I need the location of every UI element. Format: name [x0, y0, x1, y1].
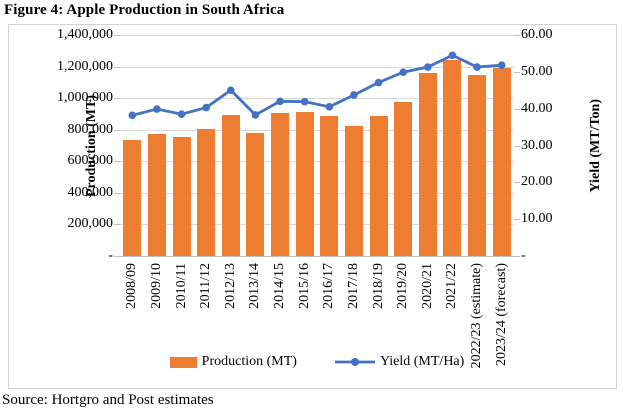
- gridline: [120, 98, 514, 100]
- yield-legend-label: Yield (MT/Ha): [379, 354, 465, 369]
- right-axis-tick-label: 30.00: [521, 137, 553, 153]
- production-bar: [197, 128, 216, 256]
- figure-title: Figure 4: Apple Production in South Afri…: [4, 2, 285, 18]
- gridline: [120, 66, 514, 68]
- left-axis-tick-label: 1,400,000: [57, 27, 113, 42]
- right-axis-title: Yield (MT/Ton): [588, 99, 603, 193]
- left-axis-tick: [114, 192, 120, 194]
- x-category-label: 2011/12: [198, 263, 214, 309]
- right-axis-tick-label: -: [521, 248, 526, 263]
- gridline: [120, 35, 514, 36]
- production-bar: [147, 133, 166, 256]
- right-axis-tick-label: 40.00: [521, 100, 553, 116]
- right-axis-tick: [514, 219, 520, 221]
- production-bar: [123, 139, 142, 256]
- x-category-label: 2021/22: [444, 263, 460, 309]
- right-axis-tick: [514, 71, 520, 73]
- x-category-label: 2016/17: [321, 263, 337, 309]
- right-axis-tick-label: 20.00: [521, 174, 553, 190]
- left-axis-tick: [114, 35, 120, 36]
- production-bar: [271, 113, 290, 256]
- left-axis-tick-label: 800,000: [67, 121, 114, 137]
- right-axis-tick: [514, 145, 520, 147]
- x-category-label: 2010/11: [173, 263, 189, 309]
- yield-marker: [227, 86, 235, 95]
- right-axis-tick: [514, 108, 520, 110]
- production-legend-label: Production (MT): [201, 354, 297, 369]
- left-axis-tick: [114, 161, 120, 163]
- legend-item-yield: Yield (MT/Ha): [334, 354, 465, 370]
- production-bar: [418, 72, 437, 256]
- left-axis-tick-label: 200,000: [67, 216, 114, 232]
- left-axis-tick-label: 1,200,000: [57, 58, 113, 74]
- production-bar: [394, 102, 413, 256]
- x-axis-line: [120, 256, 514, 257]
- right-axis-tick: [514, 256, 520, 257]
- yield-marker: [202, 103, 210, 112]
- x-category-label: 2008/09: [124, 263, 140, 309]
- left-axis-tick-label: -: [108, 248, 113, 263]
- yield-marker: [177, 110, 186, 118]
- right-axis-tick-label: 50.00: [521, 63, 553, 79]
- production-bar: [221, 114, 240, 256]
- yield-line: [131, 53, 502, 117]
- gridline: [120, 192, 514, 194]
- yield-line-layer: [128, 51, 506, 120]
- yield-marker: [399, 68, 407, 77]
- x-category-label: 2023/24 (forecast): [493, 263, 509, 367]
- left-axis-tick: [114, 224, 120, 226]
- yield-marker: [374, 78, 383, 87]
- production-bar: [468, 75, 487, 256]
- chart-legend: Production (MT) Yield (MT/Ha): [120, 352, 514, 372]
- yield-marker: [448, 51, 457, 60]
- production-bar: [320, 115, 339, 256]
- production-bar: [369, 116, 388, 256]
- yield-marker: [473, 63, 481, 71]
- x-category-label: 2009/10: [148, 263, 164, 309]
- yield-marker: [424, 63, 432, 71]
- left-axis-tick: [114, 66, 120, 68]
- x-category-label: 2017/18: [345, 263, 361, 309]
- production-legend-swatch: [169, 356, 197, 368]
- yield-marker: [251, 111, 260, 119]
- production-bar: [492, 68, 511, 256]
- gridline: [120, 224, 514, 226]
- x-category-label: 2018/19: [370, 263, 386, 309]
- right-axis-tick: [514, 182, 520, 184]
- gridline: [120, 129, 514, 131]
- x-category-label: 2015/16: [296, 263, 312, 309]
- x-category-label: 2019/20: [395, 263, 411, 309]
- left-axis-tick-label: 1,000,000: [57, 90, 113, 106]
- left-axis-tick-label: 400,000: [67, 184, 114, 200]
- yield-marker: [325, 103, 334, 111]
- x-category-label: 2020/21: [419, 263, 435, 309]
- right-axis-tick-label: 10.00: [521, 211, 553, 227]
- left-axis-tick: [114, 98, 120, 100]
- yield-marker: [300, 97, 309, 106]
- yield-marker: [128, 111, 137, 120]
- production-bar: [443, 60, 462, 256]
- yield-marker: [276, 97, 284, 106]
- right-axis-tick: [514, 35, 520, 36]
- production-bar: [246, 132, 265, 256]
- yield-marker: [153, 105, 161, 113]
- x-category-label: 2013/14: [247, 263, 263, 309]
- left-axis-tick-label: 600,000: [67, 153, 114, 169]
- yield-marker: [497, 61, 506, 70]
- x-category-label: 2012/13: [222, 263, 238, 309]
- production-bar: [295, 111, 314, 256]
- yield-marker: [350, 91, 358, 99]
- production-bar: [344, 125, 363, 256]
- yield-legend-marker: [334, 358, 375, 366]
- production-bar: [172, 136, 191, 256]
- left-axis-tick: [114, 129, 120, 131]
- x-category-label: 2014/15: [272, 263, 288, 309]
- left-axis-title: Production (MT): [84, 94, 99, 197]
- left-axis-tick: [114, 256, 120, 257]
- gridline: [120, 161, 514, 163]
- source-text: Source: Hortgro and Post estimates: [2, 392, 214, 408]
- legend-item-production: Production (MT): [169, 354, 297, 370]
- right-axis-tick-label: 60.00: [521, 27, 553, 42]
